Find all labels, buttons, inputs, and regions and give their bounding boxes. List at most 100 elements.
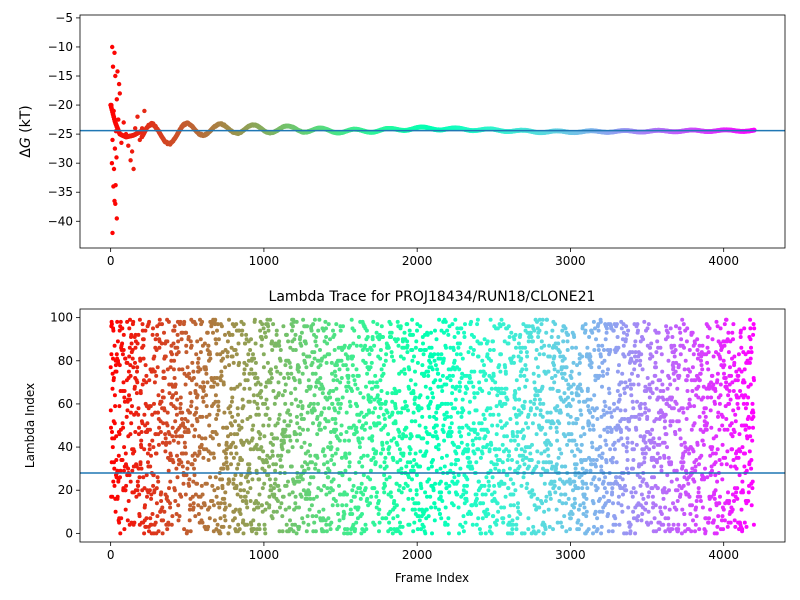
- lambda-point: [204, 481, 209, 486]
- lambda-point: [591, 531, 595, 536]
- lambda-point: [336, 512, 341, 516]
- lambda-point: [296, 365, 301, 370]
- lambda-point: [333, 373, 338, 378]
- lambda-point: [453, 397, 458, 402]
- lambda-point: [694, 514, 699, 519]
- lambda-point: [698, 371, 703, 376]
- lambda-point: [305, 324, 310, 329]
- lambda-point: [162, 376, 167, 380]
- lambda-point: [670, 527, 675, 532]
- lambda-point: [257, 492, 262, 497]
- lambda-point: [587, 335, 592, 339]
- lambda-point: [542, 509, 547, 514]
- lambda-point: [351, 373, 356, 378]
- delta-g-point: [114, 155, 119, 160]
- lambda-point: [222, 514, 227, 519]
- lambda-point: [610, 529, 615, 534]
- lambda-point: [140, 421, 145, 426]
- lambda-point: [374, 494, 379, 499]
- lambda-point: [678, 330, 683, 335]
- lambda-point: [417, 518, 422, 523]
- lambda-point: [639, 518, 644, 523]
- lambda-point: [245, 522, 250, 527]
- lambda-point: [164, 440, 169, 445]
- lambda-point: [149, 496, 154, 501]
- lambda-point: [356, 373, 361, 378]
- lambda-point: [141, 356, 146, 361]
- lambda-point: [174, 391, 179, 396]
- lambda-point: [216, 399, 221, 404]
- lambda-point: [506, 324, 511, 329]
- lambda-point: [492, 490, 497, 495]
- lambda-point: [347, 399, 352, 404]
- delta-g-point: [109, 102, 114, 108]
- lambda-point: [693, 522, 698, 527]
- lambda-point: [560, 464, 564, 469]
- lambda-point: [159, 499, 164, 503]
- lambda-point: [269, 367, 273, 372]
- lambda-point: [137, 492, 142, 497]
- lambda-point: [184, 350, 189, 355]
- lambda-point: [295, 438, 299, 443]
- lambda-point: [230, 395, 235, 400]
- lambda-point: [361, 453, 366, 458]
- lambda-point: [580, 324, 585, 329]
- lambda-point: [701, 442, 706, 447]
- lambda-point: [301, 317, 306, 322]
- lambda-chart-title: Lambda Trace for PROJ18434/RUN18/CLONE21: [269, 289, 596, 305]
- lambda-point: [620, 337, 625, 342]
- lambda-point: [524, 378, 529, 383]
- lambda-point: [148, 404, 153, 409]
- lambda-point: [142, 447, 147, 452]
- lambda-point: [288, 419, 293, 424]
- lambda-point: [298, 399, 303, 404]
- lambda-point: [294, 432, 299, 437]
- lambda-point: [609, 414, 614, 419]
- lambda-point: [201, 380, 206, 385]
- lambda-point: [225, 350, 230, 355]
- delta-g-point: [126, 143, 131, 148]
- lambda-point: [460, 425, 465, 430]
- lambda-point: [645, 326, 650, 331]
- lambda-point: [434, 468, 439, 473]
- lambda-point: [111, 479, 116, 484]
- lambda-point: [418, 464, 423, 469]
- lambda-point: [130, 468, 135, 473]
- lambda-point: [176, 339, 181, 344]
- lambda-point: [168, 479, 173, 484]
- lambda-point: [124, 414, 129, 419]
- lambda-point: [383, 455, 388, 460]
- lambda-point: [652, 464, 657, 469]
- lambda-point: [667, 507, 672, 512]
- lambda-point: [641, 337, 646, 342]
- lambda-point: [161, 395, 166, 400]
- lambda-point: [312, 317, 317, 322]
- lambda-point: [466, 432, 471, 437]
- lambda-point: [271, 442, 275, 447]
- lambda-point: [350, 389, 354, 393]
- lambda-point: [573, 473, 578, 478]
- lambda-point: [516, 501, 520, 506]
- lambda-point: [114, 458, 119, 462]
- lambda-point: [568, 414, 573, 419]
- lambda-point: [152, 380, 157, 385]
- lambda-point: [444, 345, 448, 350]
- lambda-point: [633, 490, 638, 495]
- lambda-point: [572, 479, 577, 484]
- lambda-point: [135, 479, 140, 484]
- lambda-point: [413, 369, 417, 374]
- lambda-point: [370, 434, 375, 439]
- x-tick-label: 0: [107, 254, 115, 268]
- lambda-point: [455, 479, 460, 484]
- lambda-point: [657, 527, 662, 532]
- lambda-point: [551, 421, 556, 426]
- lambda-point: [662, 425, 667, 430]
- lambda-point: [519, 410, 524, 415]
- lambda-point: [173, 382, 178, 387]
- lambda-point: [338, 406, 343, 411]
- lambda-point: [523, 363, 528, 368]
- lambda-point: [398, 531, 403, 536]
- lambda-point: [362, 427, 367, 432]
- lambda-point: [697, 414, 702, 419]
